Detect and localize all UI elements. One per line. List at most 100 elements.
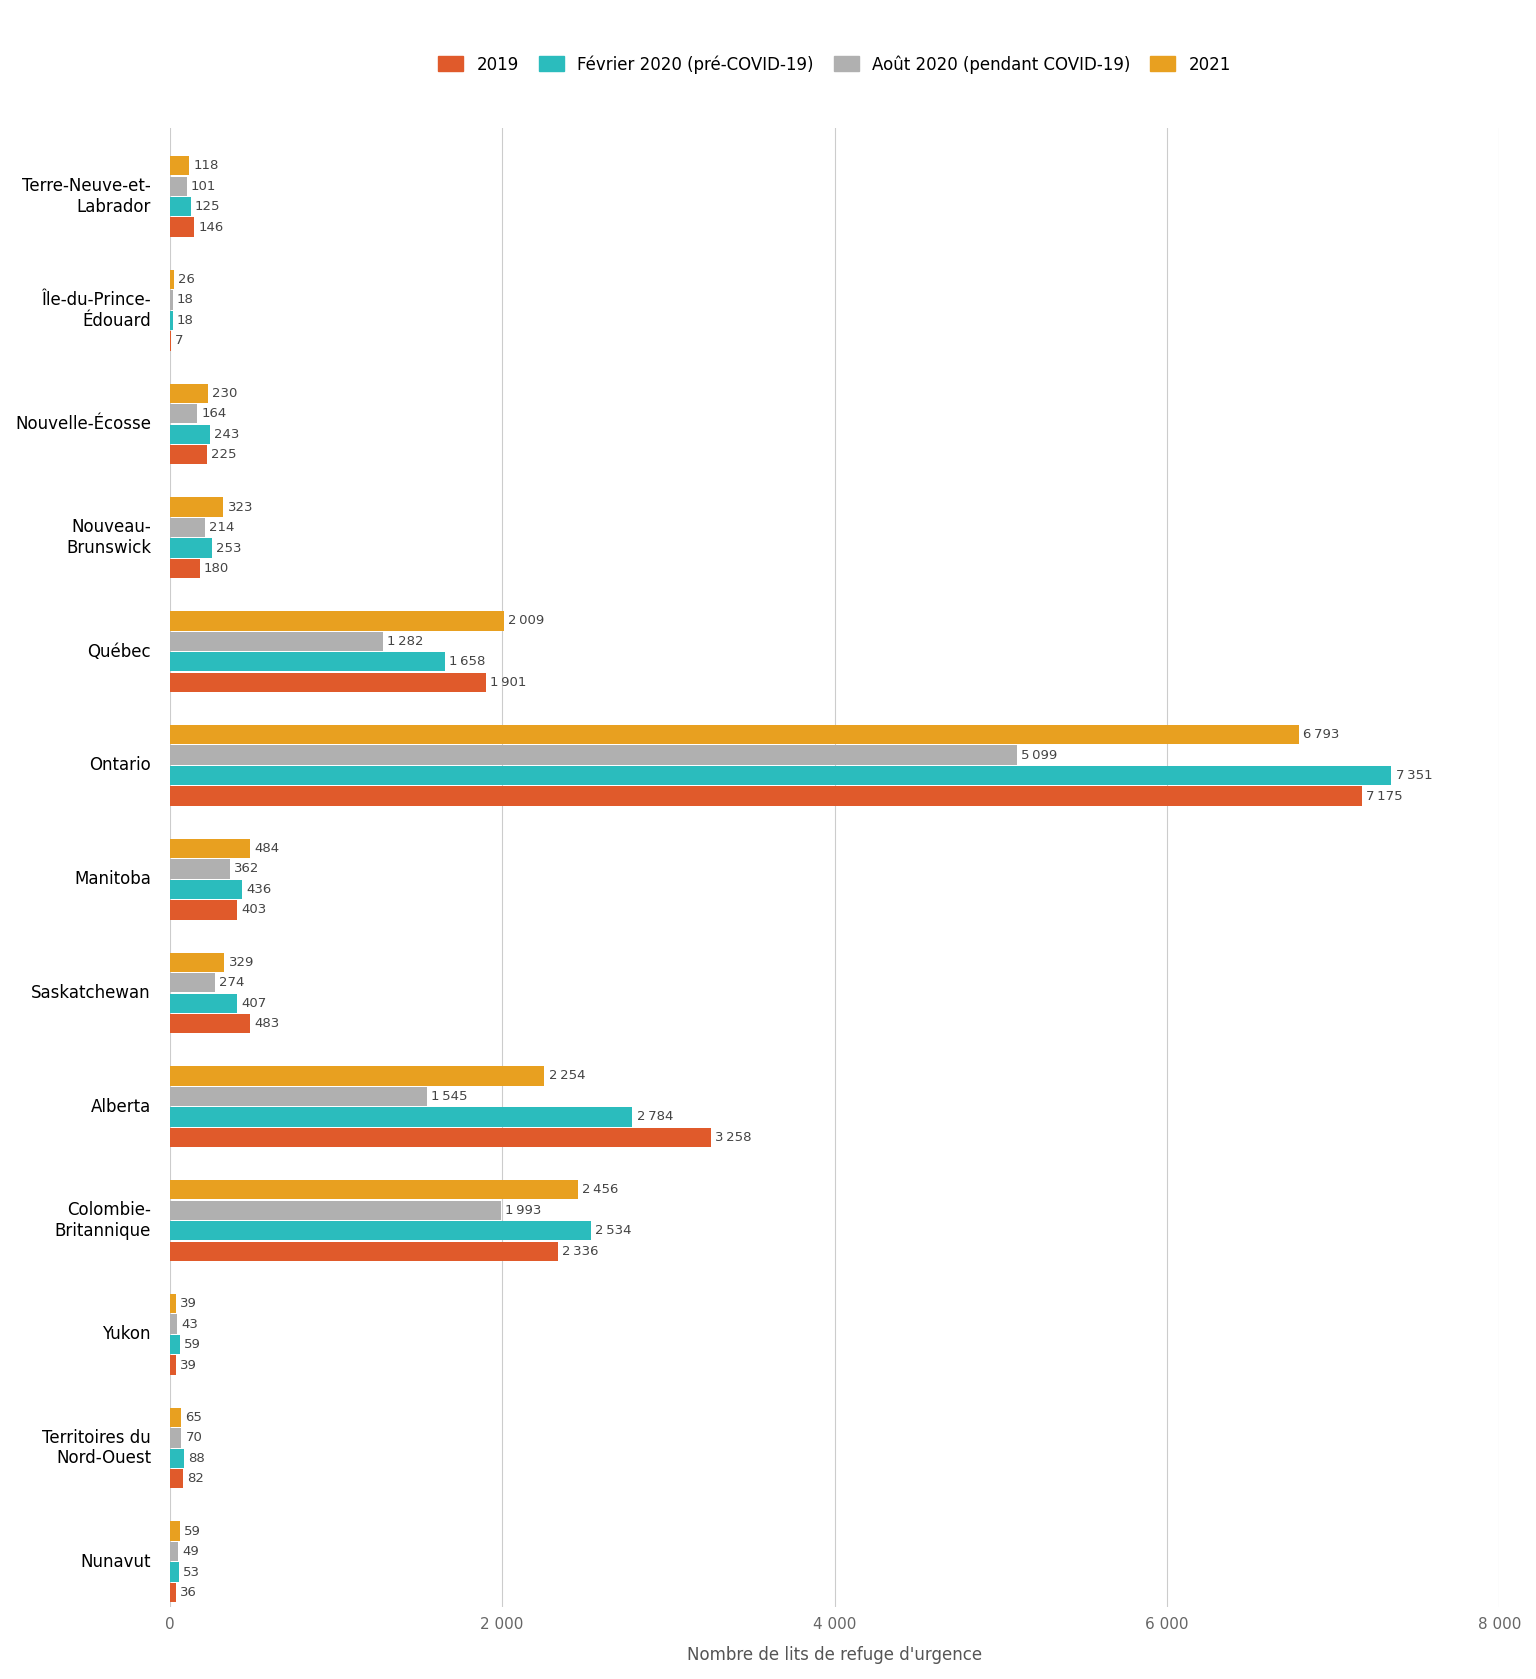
Text: 7: 7: [175, 334, 184, 348]
Bar: [170, 1014, 250, 1033]
Text: 2 456: 2 456: [582, 1184, 619, 1195]
Text: 274: 274: [220, 975, 244, 989]
Text: 43: 43: [181, 1318, 198, 1330]
Text: 49: 49: [183, 1545, 198, 1558]
Text: 180: 180: [204, 562, 229, 574]
Bar: [170, 156, 189, 175]
Bar: [170, 900, 237, 920]
Bar: [170, 290, 172, 309]
Bar: [170, 974, 215, 992]
Text: 7 175: 7 175: [1367, 789, 1402, 803]
Bar: [170, 1469, 183, 1489]
Text: 225: 225: [212, 448, 237, 462]
Text: 125: 125: [195, 200, 220, 213]
Text: 323: 323: [227, 500, 253, 514]
Text: 436: 436: [246, 883, 272, 897]
Bar: [170, 1541, 178, 1561]
Text: 214: 214: [209, 520, 235, 534]
Bar: [170, 559, 200, 578]
Bar: [170, 1449, 184, 1467]
Text: 407: 407: [241, 997, 267, 1009]
Text: 18: 18: [177, 314, 194, 327]
Bar: [170, 673, 485, 692]
Text: 65: 65: [184, 1410, 201, 1424]
Text: 1 993: 1 993: [505, 1204, 542, 1217]
Text: 2 336: 2 336: [562, 1244, 599, 1258]
Bar: [170, 218, 194, 237]
Legend: 2019, Février 2020 (pré-COVID-19), Août 2020 (pendant COVID-19), 2021: 2019, Février 2020 (pré-COVID-19), Août …: [438, 55, 1230, 74]
Bar: [170, 383, 207, 403]
Text: 26: 26: [178, 274, 195, 285]
Text: 39: 39: [180, 1358, 197, 1372]
Text: 59: 59: [184, 1338, 201, 1352]
Bar: [170, 1429, 181, 1447]
Text: 146: 146: [198, 220, 223, 233]
Text: 164: 164: [201, 408, 226, 420]
Bar: [170, 766, 1392, 786]
Bar: [170, 725, 1299, 744]
Text: 329: 329: [229, 955, 253, 969]
Text: 403: 403: [241, 903, 266, 917]
Bar: [170, 1407, 181, 1427]
Bar: [170, 1315, 177, 1333]
Bar: [170, 786, 1362, 806]
Bar: [170, 860, 230, 878]
Bar: [170, 1128, 711, 1147]
Bar: [170, 405, 197, 423]
Bar: [170, 176, 186, 196]
Bar: [170, 880, 243, 898]
Bar: [170, 1355, 177, 1375]
Bar: [170, 1106, 633, 1127]
Text: 101: 101: [190, 180, 217, 193]
Bar: [170, 611, 504, 631]
Text: 36: 36: [180, 1587, 197, 1598]
Text: 5 099: 5 099: [1021, 749, 1058, 762]
X-axis label: Nombre de lits de refuge d'urgence: Nombre de lits de refuge d'urgence: [687, 1645, 982, 1664]
Text: 243: 243: [215, 428, 240, 440]
Text: 2 534: 2 534: [594, 1224, 631, 1237]
Text: 362: 362: [233, 863, 260, 875]
Text: 3 258: 3 258: [716, 1132, 751, 1143]
Text: 1 282: 1 282: [387, 635, 424, 648]
Bar: [170, 952, 224, 972]
Text: 2 009: 2 009: [508, 615, 544, 628]
Bar: [170, 994, 238, 1012]
Text: 82: 82: [187, 1472, 204, 1486]
Bar: [170, 1563, 178, 1582]
Bar: [170, 517, 206, 537]
Text: 70: 70: [186, 1431, 203, 1444]
Text: 253: 253: [217, 542, 241, 554]
Text: 53: 53: [183, 1565, 200, 1578]
Text: 484: 484: [255, 841, 280, 855]
Bar: [170, 1221, 591, 1241]
Text: 1 901: 1 901: [490, 675, 527, 688]
Text: 118: 118: [194, 160, 220, 173]
Bar: [170, 196, 190, 217]
Text: 483: 483: [253, 1017, 280, 1031]
Text: 59: 59: [184, 1525, 201, 1538]
Text: 39: 39: [180, 1298, 197, 1310]
Text: 18: 18: [177, 294, 194, 307]
Bar: [170, 270, 174, 289]
Text: 6 793: 6 793: [1303, 729, 1339, 740]
Text: 88: 88: [189, 1452, 206, 1464]
Bar: [170, 497, 223, 517]
Bar: [170, 745, 1017, 766]
Bar: [170, 1200, 501, 1221]
Bar: [170, 1066, 544, 1086]
Bar: [170, 1086, 427, 1106]
Bar: [170, 425, 210, 443]
Bar: [170, 1521, 180, 1541]
Bar: [170, 1295, 177, 1313]
Bar: [170, 311, 172, 331]
Bar: [170, 1180, 578, 1199]
Text: 2 254: 2 254: [548, 1070, 585, 1083]
Text: 1 545: 1 545: [430, 1090, 467, 1103]
Bar: [170, 1335, 180, 1355]
Bar: [170, 631, 382, 651]
Bar: [170, 1583, 175, 1602]
Bar: [170, 651, 445, 672]
Bar: [170, 840, 250, 858]
Text: 1 658: 1 658: [450, 655, 485, 668]
Text: 230: 230: [212, 386, 238, 400]
